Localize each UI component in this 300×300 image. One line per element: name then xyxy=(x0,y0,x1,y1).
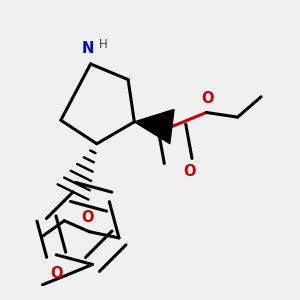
Text: H: H xyxy=(98,38,107,51)
Text: O: O xyxy=(50,266,63,281)
Text: N: N xyxy=(81,41,94,56)
Text: O: O xyxy=(183,164,195,179)
Text: O: O xyxy=(202,91,214,106)
Polygon shape xyxy=(134,110,174,144)
Text: O: O xyxy=(82,210,94,225)
